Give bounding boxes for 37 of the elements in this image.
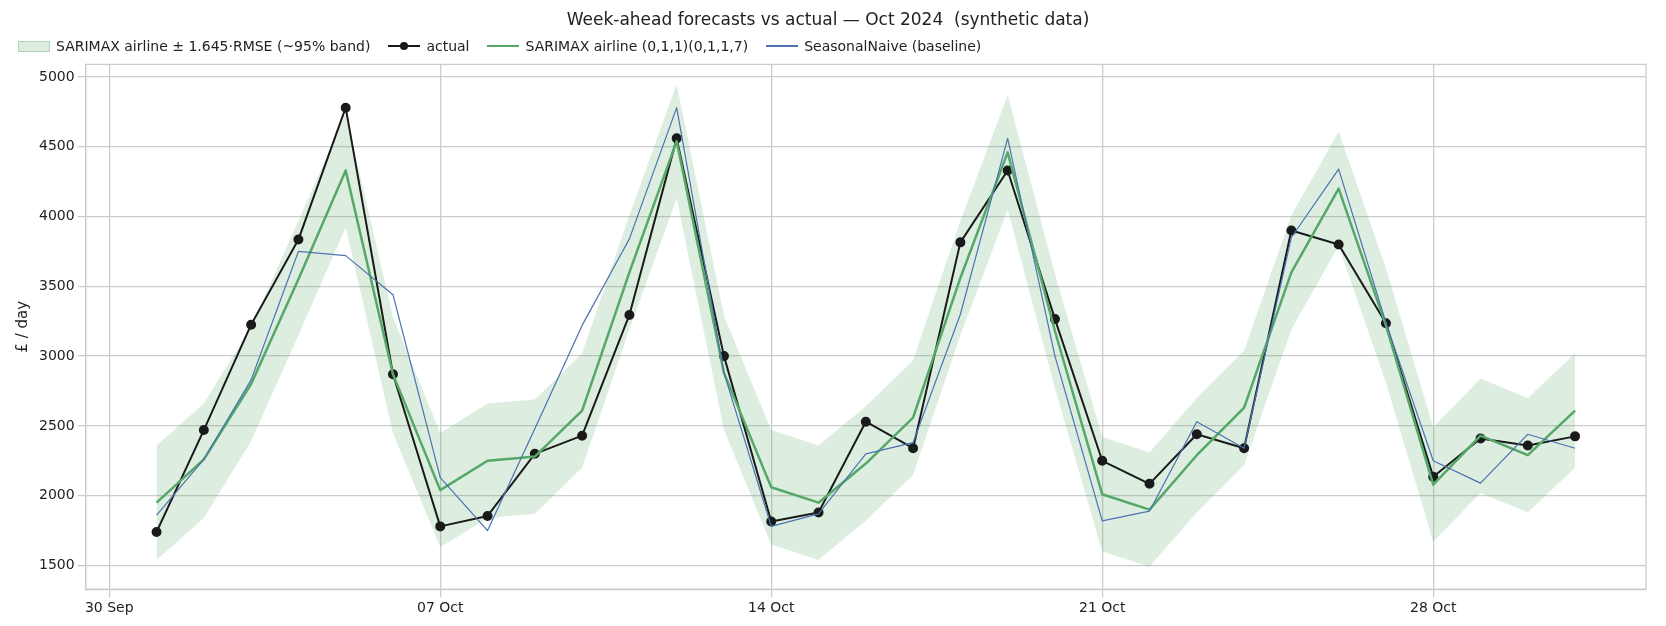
y-tick-label: 3000: [38, 346, 75, 363]
point: [151, 526, 162, 537]
point: [482, 510, 493, 521]
y-tick-label: 4000: [38, 207, 75, 224]
x-tick-label: 14 Oct: [748, 599, 795, 616]
text: SARIMAX airline ± 1.645·RMSE (~95% band): [56, 38, 371, 54]
point: [860, 416, 871, 427]
point: [624, 309, 635, 320]
point: [1333, 239, 1344, 250]
x-tick-label: 21 Oct: [1078, 599, 1126, 616]
y-tick-label: 5000: [38, 67, 75, 84]
x-tick-label: 07 Oct: [417, 599, 464, 616]
legend-label: SeasonalNaive (baseline): [804, 38, 982, 54]
point: [1191, 429, 1202, 440]
x-tick-label: 30 Sep: [84, 599, 134, 616]
y-tick-label: 3500: [38, 276, 75, 293]
point: [435, 521, 446, 532]
point: [246, 319, 257, 330]
point: [1570, 431, 1581, 442]
point: [955, 237, 966, 248]
y-tick-label: 2000: [38, 486, 75, 503]
point: [577, 430, 588, 441]
y-tick-label: 2500: [38, 416, 75, 433]
legend-label: actual: [426, 38, 470, 54]
point: [1144, 478, 1155, 489]
point: [293, 234, 304, 245]
point: [340, 102, 351, 113]
point: [1097, 455, 1108, 466]
legend-label: SARIMAX airline (0,1,1)(0,1,1,7): [525, 38, 749, 54]
y-tick-label: 4500: [38, 137, 75, 154]
y-axis-title: £ / day: [12, 300, 31, 353]
chart-title: Week-ahead forecasts vs actual — Oct 2024 (synthetic data): [566, 8, 1090, 29]
point: [1522, 440, 1533, 451]
point: [908, 443, 919, 454]
point: [198, 425, 209, 436]
x-tick-label: 28 Oct: [1409, 599, 1457, 616]
y-tick-label: 1500: [38, 556, 75, 573]
